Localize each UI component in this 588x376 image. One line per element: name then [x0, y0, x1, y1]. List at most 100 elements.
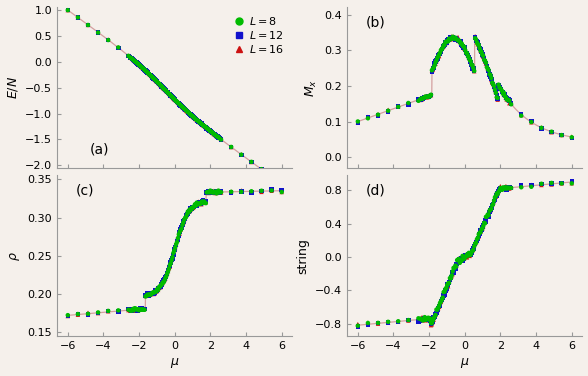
Point — [182, 211, 192, 217]
Point — [154, 285, 163, 291]
Point — [103, 308, 113, 314]
Point — [226, 144, 236, 150]
Point — [481, 217, 490, 223]
Text: (a): (a) — [90, 143, 109, 156]
Point — [257, 188, 266, 194]
Point — [503, 96, 512, 102]
Point — [156, 284, 165, 290]
Point — [128, 56, 138, 62]
Point — [479, 222, 488, 228]
Point — [247, 190, 256, 196]
Point — [567, 178, 576, 184]
Point — [421, 94, 430, 100]
Point — [499, 89, 508, 96]
Point — [154, 285, 163, 291]
Point — [472, 36, 481, 42]
Point — [463, 53, 473, 59]
Point — [162, 89, 172, 95]
Point — [201, 200, 211, 206]
Point — [162, 88, 171, 94]
Point — [537, 126, 546, 132]
Point — [472, 238, 482, 244]
Point — [363, 115, 373, 121]
Point — [210, 190, 219, 196]
Point — [470, 68, 479, 74]
Point — [420, 317, 429, 323]
Point — [206, 129, 216, 135]
Point — [437, 297, 446, 303]
Point — [505, 97, 514, 103]
Point — [487, 76, 496, 82]
Point — [213, 133, 222, 139]
Point — [211, 132, 220, 138]
Point — [201, 199, 211, 205]
Point — [469, 65, 478, 71]
Point — [208, 130, 217, 136]
Point — [277, 189, 286, 195]
Point — [159, 85, 168, 91]
Point — [127, 307, 136, 313]
Point — [63, 7, 72, 13]
Point — [179, 106, 189, 112]
Point — [213, 134, 222, 140]
Point — [184, 110, 193, 116]
Point — [277, 189, 286, 195]
Point — [470, 35, 480, 41]
Point — [140, 307, 149, 313]
Point — [504, 97, 513, 103]
Point — [496, 185, 505, 191]
Point — [430, 313, 439, 319]
Point — [133, 306, 143, 312]
Point — [212, 190, 221, 196]
Point — [201, 200, 210, 206]
Point — [208, 190, 217, 196]
Point — [156, 282, 165, 288]
Point — [206, 188, 215, 194]
Point — [184, 209, 193, 215]
Point — [474, 232, 483, 238]
Point — [145, 71, 155, 77]
Point — [162, 271, 172, 277]
Point — [494, 188, 503, 194]
Point — [194, 119, 203, 125]
Point — [191, 116, 201, 122]
Point — [465, 57, 475, 63]
Point — [496, 186, 506, 192]
Point — [456, 40, 466, 46]
Point — [226, 188, 236, 194]
Point — [527, 182, 536, 188]
Point — [143, 291, 152, 297]
Point — [193, 201, 202, 207]
Point — [153, 285, 163, 291]
Point — [485, 71, 495, 77]
Point — [447, 35, 456, 41]
Point — [460, 256, 469, 262]
Point — [502, 183, 512, 190]
Point — [497, 89, 507, 95]
Point — [173, 100, 183, 106]
Point — [448, 35, 457, 41]
Point — [503, 185, 512, 191]
Point — [126, 308, 136, 314]
Point — [188, 206, 197, 212]
Point — [477, 226, 487, 232]
Point — [452, 257, 462, 263]
Point — [476, 228, 485, 234]
Point — [189, 204, 198, 210]
Point — [363, 114, 373, 120]
Point — [179, 217, 189, 223]
Point — [156, 284, 165, 290]
Point — [465, 253, 475, 259]
Point — [206, 189, 216, 195]
Point — [160, 276, 169, 282]
Point — [363, 114, 373, 120]
Point — [432, 57, 441, 63]
Point — [168, 94, 177, 100]
Point — [470, 241, 480, 247]
Point — [474, 231, 483, 237]
Point — [414, 315, 423, 321]
Point — [490, 196, 500, 202]
Point — [196, 201, 206, 207]
Point — [178, 104, 187, 110]
Point — [472, 38, 481, 44]
